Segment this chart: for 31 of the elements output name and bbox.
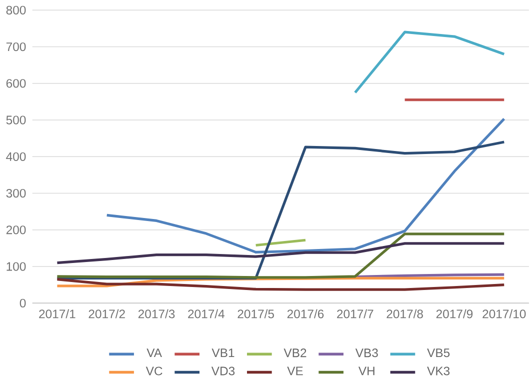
x-tick-label: 2017/9: [436, 309, 473, 318]
y-tick-label: 400: [6, 152, 26, 162]
x-tick-label: 2017/6: [287, 309, 324, 318]
y-tick-label: 0: [20, 298, 26, 308]
x-tick-label: 2017/1: [39, 309, 76, 318]
line-series: [106, 118, 506, 254]
legend-label: VD3: [211, 366, 235, 376]
legend-label: VB5: [427, 348, 450, 358]
legend-label: VC: [146, 366, 162, 376]
y-tick-label: 600: [6, 79, 26, 88]
x-tick-label: 2017/10: [482, 309, 526, 318]
y-tick-label: 500: [6, 116, 26, 124]
legend-label: VK3: [427, 366, 450, 376]
legend-label: VH: [358, 366, 374, 376]
y-tick-label: 800: [6, 6, 26, 15]
y-tick-label: 300: [6, 189, 26, 198]
y-tick-label: 700: [6, 42, 26, 52]
x-tick-label: 2017/2: [88, 309, 125, 318]
x-tick-label: 2017/5: [238, 309, 274, 318]
legend-label: VA: [146, 348, 162, 358]
line-series: [354, 30, 506, 94]
legend-label: VE: [287, 366, 303, 376]
x-tick-label: 2017/3: [138, 309, 175, 318]
y-tick-label: 200: [6, 226, 26, 234]
x-tick-label: 2017/7: [337, 309, 374, 318]
x-tick-label: 2017/4: [188, 309, 224, 318]
legend-label: VB3: [355, 348, 378, 358]
y-tick-label: 100: [6, 262, 26, 271]
legend-label: VB2: [284, 348, 306, 358]
legend-label: VB1: [212, 348, 234, 358]
x-tick-label: 2017/8: [386, 309, 423, 318]
